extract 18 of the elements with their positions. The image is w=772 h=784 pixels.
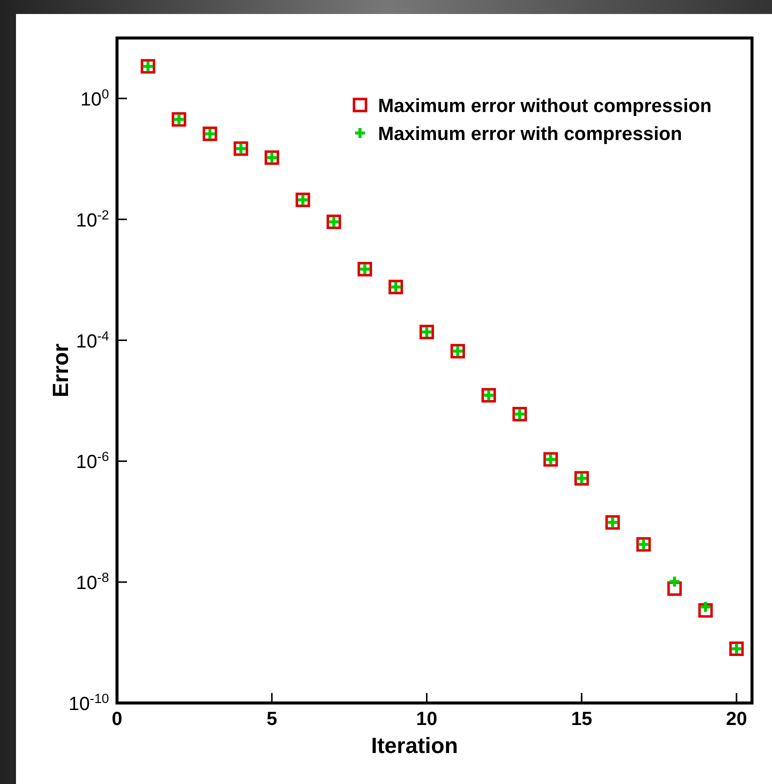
point xyxy=(698,603,713,618)
legend-label: Maximum error with compression xyxy=(378,124,682,145)
x-tick-label: 5 xyxy=(266,709,278,730)
y-tick-label: 10$^{-2}$ xyxy=(76,206,109,232)
y-tick-label: 10$^{0}$ xyxy=(80,86,109,110)
y-tick-label: 10$^{-8}$ xyxy=(76,570,109,594)
y-axis-title: Error xyxy=(48,343,73,398)
y-tick-label: 10$^{-10}$ xyxy=(68,690,109,715)
x-tick-label: 10 xyxy=(416,709,438,730)
point xyxy=(699,600,712,614)
x-tick-label: 0 xyxy=(112,709,122,730)
x-tick-label: 20 xyxy=(726,709,748,730)
y-tick-label: 10$^{-4}$ xyxy=(76,328,109,352)
legend-label: Maximum error without compression xyxy=(378,96,712,117)
x-tick-label: 15 xyxy=(571,709,593,730)
point xyxy=(668,575,682,588)
x-axis-title: Iteration xyxy=(371,733,458,758)
y-tick-label: 10$^{-6}$ xyxy=(76,448,109,474)
